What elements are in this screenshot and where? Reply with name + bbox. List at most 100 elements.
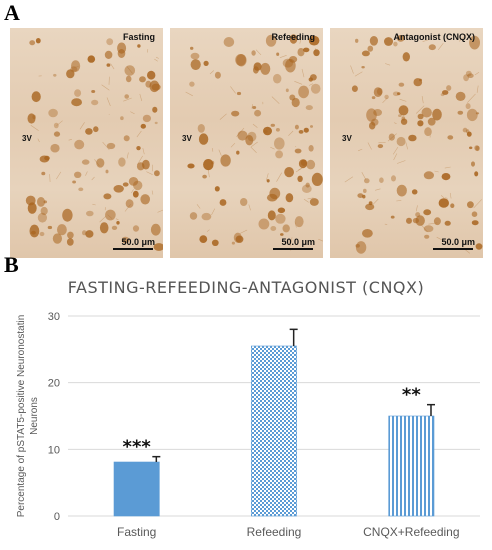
bar-cnqx-refeeding bbox=[388, 415, 435, 517]
stained-cell bbox=[308, 35, 320, 46]
stained-fiber bbox=[344, 176, 354, 183]
stained-cell bbox=[251, 50, 256, 56]
stained-cell bbox=[113, 185, 124, 193]
stained-cell bbox=[106, 63, 111, 67]
stained-cell bbox=[396, 35, 405, 42]
stained-fiber bbox=[107, 214, 113, 219]
scale-bar bbox=[273, 248, 313, 250]
micrograph-cells bbox=[25, 38, 163, 251]
stained-fiber bbox=[396, 200, 402, 202]
stained-cell bbox=[96, 158, 105, 168]
stained-cell bbox=[39, 155, 50, 163]
stained-cell bbox=[48, 108, 58, 118]
significance-label: *** bbox=[123, 437, 152, 458]
stained-cell bbox=[411, 189, 418, 195]
stained-cell bbox=[432, 108, 442, 121]
stained-cell bbox=[253, 62, 262, 71]
stained-cell bbox=[379, 177, 384, 183]
stained-cell bbox=[455, 91, 466, 101]
stained-fiber bbox=[399, 98, 407, 102]
stained-cell bbox=[309, 198, 319, 206]
stained-cell bbox=[294, 216, 304, 228]
stained-cell bbox=[123, 135, 130, 142]
stained-cell bbox=[71, 98, 82, 107]
stained-cell bbox=[27, 202, 37, 214]
bar-refeeding bbox=[251, 345, 297, 517]
stained-cell bbox=[284, 167, 294, 178]
stained-cell bbox=[236, 91, 242, 96]
stained-cell bbox=[471, 161, 475, 167]
stained-cell bbox=[401, 116, 406, 121]
stained-cell bbox=[37, 197, 45, 207]
ventricle-label: 3V bbox=[342, 134, 352, 143]
stained-cell bbox=[392, 91, 400, 97]
stained-cell bbox=[371, 118, 379, 126]
stained-cell bbox=[140, 194, 150, 205]
stained-cell bbox=[31, 91, 41, 103]
stained-fiber bbox=[219, 113, 227, 120]
stained-fiber bbox=[437, 43, 444, 51]
stained-fiber bbox=[92, 203, 96, 206]
stained-cell bbox=[118, 157, 126, 167]
stained-cell bbox=[67, 231, 74, 239]
stained-cell bbox=[367, 45, 374, 52]
stained-cell bbox=[197, 124, 205, 133]
stained-fiber bbox=[458, 33, 468, 42]
stained-fiber bbox=[357, 148, 363, 152]
stained-fiber bbox=[79, 122, 85, 130]
stained-cell bbox=[187, 163, 195, 169]
stained-fiber bbox=[372, 198, 379, 205]
stained-cell bbox=[86, 210, 94, 217]
stained-cell bbox=[280, 233, 284, 236]
stained-cell bbox=[122, 182, 129, 187]
stained-fiber bbox=[415, 205, 418, 212]
stained-cell bbox=[121, 236, 130, 244]
micrograph-label: Fasting bbox=[122, 32, 155, 42]
stained-cell bbox=[103, 193, 112, 200]
stained-cell bbox=[240, 198, 248, 206]
stained-fiber bbox=[137, 155, 143, 165]
stained-cell bbox=[413, 78, 423, 87]
scale-bar bbox=[113, 248, 153, 250]
stained-cell bbox=[117, 49, 126, 58]
stained-fiber bbox=[85, 171, 88, 176]
stained-cell bbox=[41, 171, 46, 176]
stained-cell bbox=[306, 159, 316, 170]
stained-cell bbox=[245, 135, 254, 146]
stained-cell bbox=[39, 231, 45, 237]
stained-cell bbox=[219, 199, 227, 206]
stained-cell bbox=[190, 46, 194, 50]
micrograph-antagonist: 3V Antagonist (CNQX) 50.0 μm bbox=[330, 28, 483, 258]
stained-cell bbox=[37, 212, 47, 223]
stained-cell bbox=[475, 112, 480, 115]
stained-cell bbox=[474, 145, 480, 151]
scale-bar-label: 50.0 μm bbox=[121, 237, 155, 247]
stained-fiber bbox=[295, 146, 297, 148]
stained-fiber bbox=[255, 49, 262, 56]
stained-fiber bbox=[251, 141, 258, 147]
micrograph-label: Refeeding bbox=[271, 32, 315, 42]
stained-cell bbox=[398, 105, 409, 116]
stained-fiber bbox=[185, 91, 193, 97]
stained-cell bbox=[396, 184, 407, 197]
stained-cell bbox=[47, 225, 53, 230]
stained-cell bbox=[223, 37, 235, 47]
stained-cell bbox=[377, 144, 384, 149]
stained-fiber bbox=[294, 81, 303, 85]
stained-cell bbox=[388, 133, 395, 141]
stained-cell bbox=[475, 243, 483, 250]
micrograph-cells bbox=[185, 34, 323, 251]
stained-fiber bbox=[102, 141, 110, 151]
stained-cell bbox=[270, 123, 275, 127]
stained-cell bbox=[450, 203, 455, 208]
stained-fiber bbox=[396, 160, 406, 164]
stained-cell bbox=[220, 154, 231, 167]
stained-cell bbox=[467, 73, 474, 78]
stained-cell bbox=[469, 146, 473, 150]
stained-cell bbox=[442, 90, 449, 95]
stained-fiber bbox=[106, 97, 111, 107]
stained-fiber bbox=[94, 159, 100, 167]
stained-cell bbox=[390, 215, 395, 219]
stained-cell bbox=[258, 218, 270, 230]
stained-cell bbox=[74, 139, 85, 150]
